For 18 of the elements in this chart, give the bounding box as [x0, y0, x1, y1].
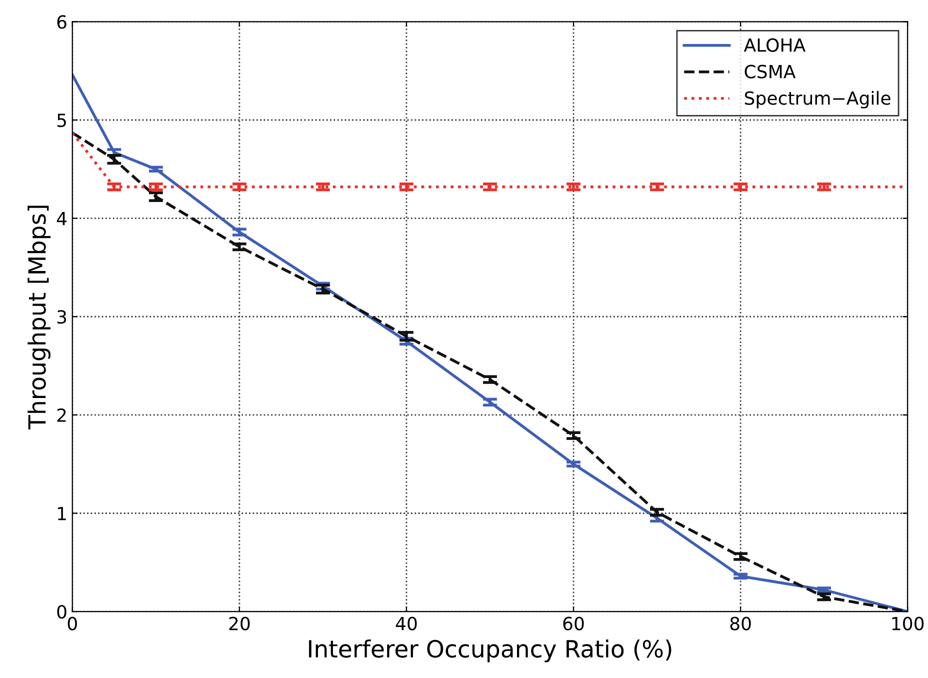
- legend-label: Spectrum−Agile: [744, 90, 890, 108]
- y-tick-label: 5: [57, 114, 66, 128]
- legend-label: CSMA: [744, 64, 796, 78]
- x-tick-label: 100: [892, 616, 924, 630]
- y-tick-label: 0: [57, 605, 66, 619]
- y-tick-label: 4: [56, 212, 67, 226]
- y-tick-label: 2: [57, 408, 66, 422]
- y-axis-title: Throughput [Mbps]: [28, 206, 50, 430]
- x-axis-title: Interferer Occupancy Ratio (%): [309, 639, 672, 662]
- x-tick-label: 80: [730, 616, 751, 630]
- y-tick-label: 3: [57, 310, 66, 324]
- y-tick-label: 6: [57, 15, 66, 29]
- legend-label: ALOHA: [744, 38, 806, 52]
- x-tick-label: 0: [68, 616, 77, 630]
- x-tick-label: 60: [563, 616, 584, 630]
- y-tick-label: 1: [58, 506, 66, 520]
- x-tick-label: 20: [229, 616, 250, 630]
- x-tick-label: 40: [396, 616, 417, 630]
